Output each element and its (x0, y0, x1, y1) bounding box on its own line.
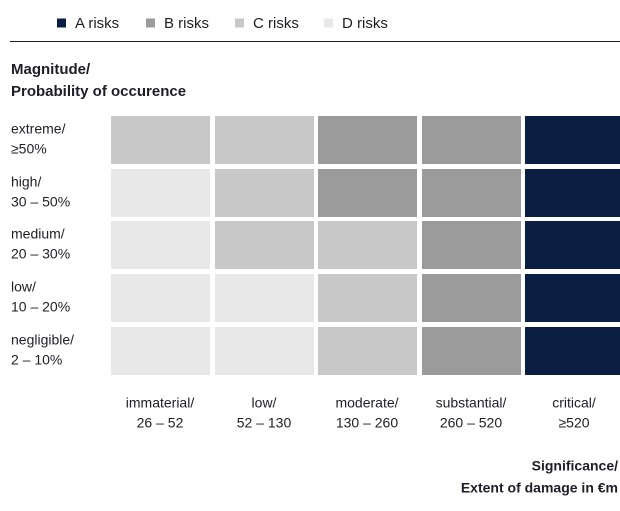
y-title: Magnitude/ (11, 61, 91, 78)
risk-cell (318, 116, 417, 164)
row-label: ≥50% (11, 141, 47, 157)
risk-cell (422, 169, 521, 217)
row-label: medium/ (11, 226, 65, 242)
column-label: ≥520 (558, 415, 589, 431)
risk-cell (215, 116, 314, 164)
column-label: 130 – 260 (336, 415, 398, 431)
column-label: 52 – 130 (237, 415, 292, 431)
risk-cell (215, 274, 314, 322)
row-label: 20 – 30% (11, 246, 70, 262)
row-label: 2 – 10% (11, 352, 62, 368)
legend-label: D risks (342, 15, 388, 32)
column-label: 260 – 520 (440, 415, 502, 431)
row-label: low/ (11, 279, 36, 295)
risk-cell (318, 169, 417, 217)
risk-cell (525, 221, 620, 269)
risk-cell (422, 116, 521, 164)
column-label: substantial/ (436, 395, 507, 411)
risk-cell (111, 327, 210, 375)
risk-cell (318, 327, 417, 375)
row-label: 30 – 50% (11, 194, 70, 210)
legend-label: B risks (164, 15, 209, 32)
risk-cell (111, 274, 210, 322)
column-label: moderate/ (335, 395, 398, 411)
y-title: Probability of occurence (11, 83, 186, 100)
column-label: immaterial/ (126, 395, 195, 411)
risk-cell (525, 169, 620, 217)
x-title: Significance/ (532, 458, 618, 474)
row-label: negligible/ (11, 332, 74, 348)
risk-cell (525, 274, 620, 322)
legend-swatch (235, 18, 244, 28)
risk-cell (215, 169, 314, 217)
legend-label: C risks (253, 15, 299, 32)
column-label: low/ (252, 395, 277, 411)
x-title: Extent of damage in €m (461, 480, 618, 496)
risk-cell (525, 116, 620, 164)
row-label: extreme/ (11, 121, 66, 137)
risk-cell (422, 221, 521, 269)
risk-cell (215, 327, 314, 375)
risk-cell (111, 221, 210, 269)
row-label: 10 – 20% (11, 299, 70, 315)
row-label: high/ (11, 174, 41, 190)
column-label: critical/ (552, 395, 596, 411)
column-label: 26 – 52 (137, 415, 184, 431)
legend-swatch (57, 18, 66, 28)
risk-cell (215, 221, 314, 269)
risk-cell (318, 221, 417, 269)
risk-cell (422, 327, 521, 375)
risk-cell (525, 327, 620, 375)
risk-cell (111, 116, 210, 164)
legend-label: A risks (75, 15, 119, 32)
risk-cell (111, 169, 210, 217)
legend-swatch (146, 18, 155, 28)
legend-swatch (324, 18, 333, 28)
risk-cell (422, 274, 521, 322)
risk-cell (318, 274, 417, 322)
